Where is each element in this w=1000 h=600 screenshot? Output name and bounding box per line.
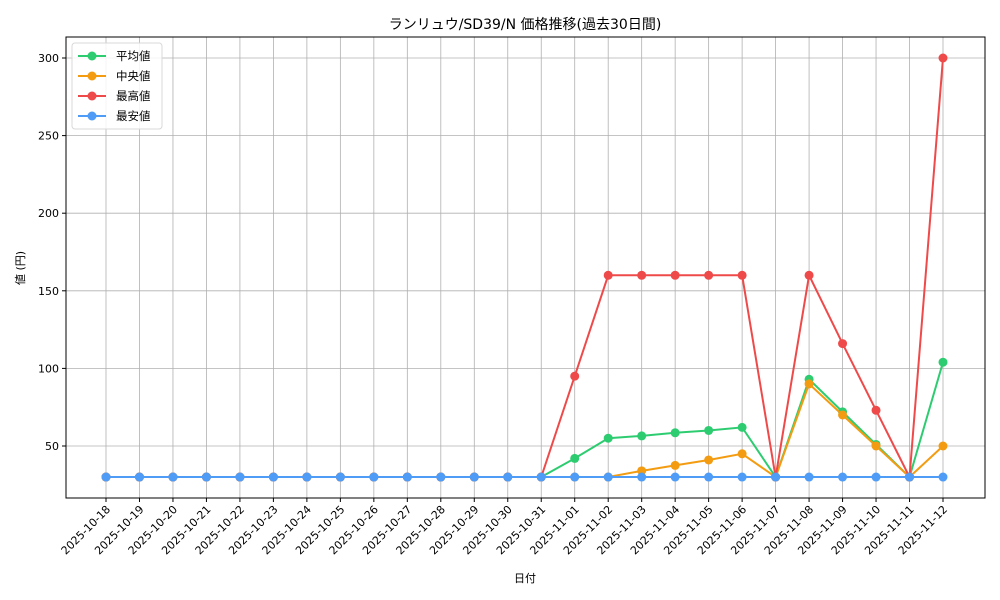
grid-lines bbox=[66, 37, 985, 498]
data-point-marker bbox=[938, 472, 948, 482]
series-line bbox=[106, 382, 944, 479]
y-tick-label: 250 bbox=[38, 130, 59, 143]
data-point-marker bbox=[670, 460, 680, 470]
legend-label: 最高値 bbox=[116, 89, 151, 103]
data-point-marker bbox=[737, 449, 747, 459]
data-point-marker bbox=[570, 453, 580, 463]
y-tick-label: 100 bbox=[38, 362, 59, 375]
data-point-marker bbox=[101, 472, 111, 482]
data-point-marker bbox=[402, 472, 412, 482]
data-point-marker bbox=[938, 441, 948, 451]
data-point-marker bbox=[603, 433, 613, 443]
data-point-marker bbox=[637, 466, 647, 476]
data-point-marker bbox=[570, 371, 580, 381]
data-point-marker bbox=[838, 339, 848, 349]
series-line bbox=[106, 57, 944, 481]
data-point-marker bbox=[871, 441, 881, 451]
data-point-marker bbox=[302, 472, 312, 482]
data-point-marker bbox=[670, 472, 680, 482]
data-point-marker bbox=[938, 53, 948, 63]
data-point-marker bbox=[268, 472, 278, 482]
legend-box bbox=[71, 42, 163, 130]
data-point-marker bbox=[436, 472, 446, 482]
series-line bbox=[106, 361, 944, 480]
series-3 bbox=[101, 472, 948, 482]
y-axis-ticks: 50 100 150 200 250 300 bbox=[38, 52, 66, 453]
data-point-marker bbox=[637, 431, 647, 441]
data-point-marker bbox=[603, 270, 613, 280]
data-point-marker bbox=[637, 472, 647, 482]
data-point-marker bbox=[905, 472, 915, 482]
data-point-marker bbox=[804, 472, 814, 482]
data-point-marker bbox=[871, 405, 881, 415]
series-2 bbox=[101, 53, 948, 482]
data-point-marker bbox=[603, 472, 613, 482]
y-tick-label: 300 bbox=[38, 52, 59, 65]
data-point-marker bbox=[469, 472, 479, 482]
data-point-marker bbox=[737, 472, 747, 482]
chart-title: ランリュウ/SD39/N 価格推移(過去30日間) bbox=[389, 17, 662, 33]
data-point-marker bbox=[737, 270, 747, 280]
y-axis-label: 値 (円) bbox=[14, 251, 27, 285]
data-point-marker bbox=[637, 270, 647, 280]
data-point-marker bbox=[704, 455, 714, 465]
legend-label: 平均値 bbox=[116, 49, 151, 63]
data-point-marker bbox=[670, 270, 680, 280]
data-point-marker bbox=[369, 472, 379, 482]
data-point-marker bbox=[536, 472, 546, 482]
data-point-marker bbox=[134, 472, 144, 482]
x-axis-label: 日付 bbox=[514, 572, 536, 585]
y-tick-label: 150 bbox=[38, 285, 59, 298]
data-point-marker bbox=[168, 472, 178, 482]
legend-marker-icon bbox=[87, 111, 97, 121]
data-point-marker bbox=[838, 410, 848, 420]
data-point-marker bbox=[704, 425, 714, 435]
legend-label: 中央値 bbox=[116, 69, 151, 83]
data-point-marker bbox=[201, 472, 211, 482]
y-tick-label: 200 bbox=[38, 207, 59, 220]
data-point-marker bbox=[335, 472, 345, 482]
data-point-marker bbox=[503, 472, 513, 482]
data-point-marker bbox=[938, 357, 948, 367]
y-tick-label: 50 bbox=[45, 440, 59, 453]
data-point-marker bbox=[737, 422, 747, 432]
data-point-marker bbox=[704, 270, 714, 280]
series-0 bbox=[101, 357, 948, 482]
legend-marker-icon bbox=[87, 71, 97, 81]
legend-label: 最安値 bbox=[116, 109, 151, 123]
data-point-marker bbox=[804, 270, 814, 280]
data-point-marker bbox=[771, 472, 781, 482]
data-point-marker bbox=[235, 472, 245, 482]
legend-marker-icon bbox=[87, 51, 97, 61]
data-point-marker bbox=[838, 472, 848, 482]
x-axis-ticks: 2025-10-182025-10-192025-10-202025-10-21… bbox=[59, 498, 950, 557]
data-point-marker bbox=[670, 428, 680, 438]
data-point-marker bbox=[570, 472, 580, 482]
legend-marker-icon bbox=[87, 91, 97, 101]
data-point-marker bbox=[704, 472, 714, 482]
axes-frame bbox=[65, 36, 986, 499]
series-1 bbox=[101, 379, 948, 482]
series-lines bbox=[101, 53, 948, 482]
data-point-marker bbox=[871, 472, 881, 482]
data-point-marker bbox=[804, 379, 814, 389]
